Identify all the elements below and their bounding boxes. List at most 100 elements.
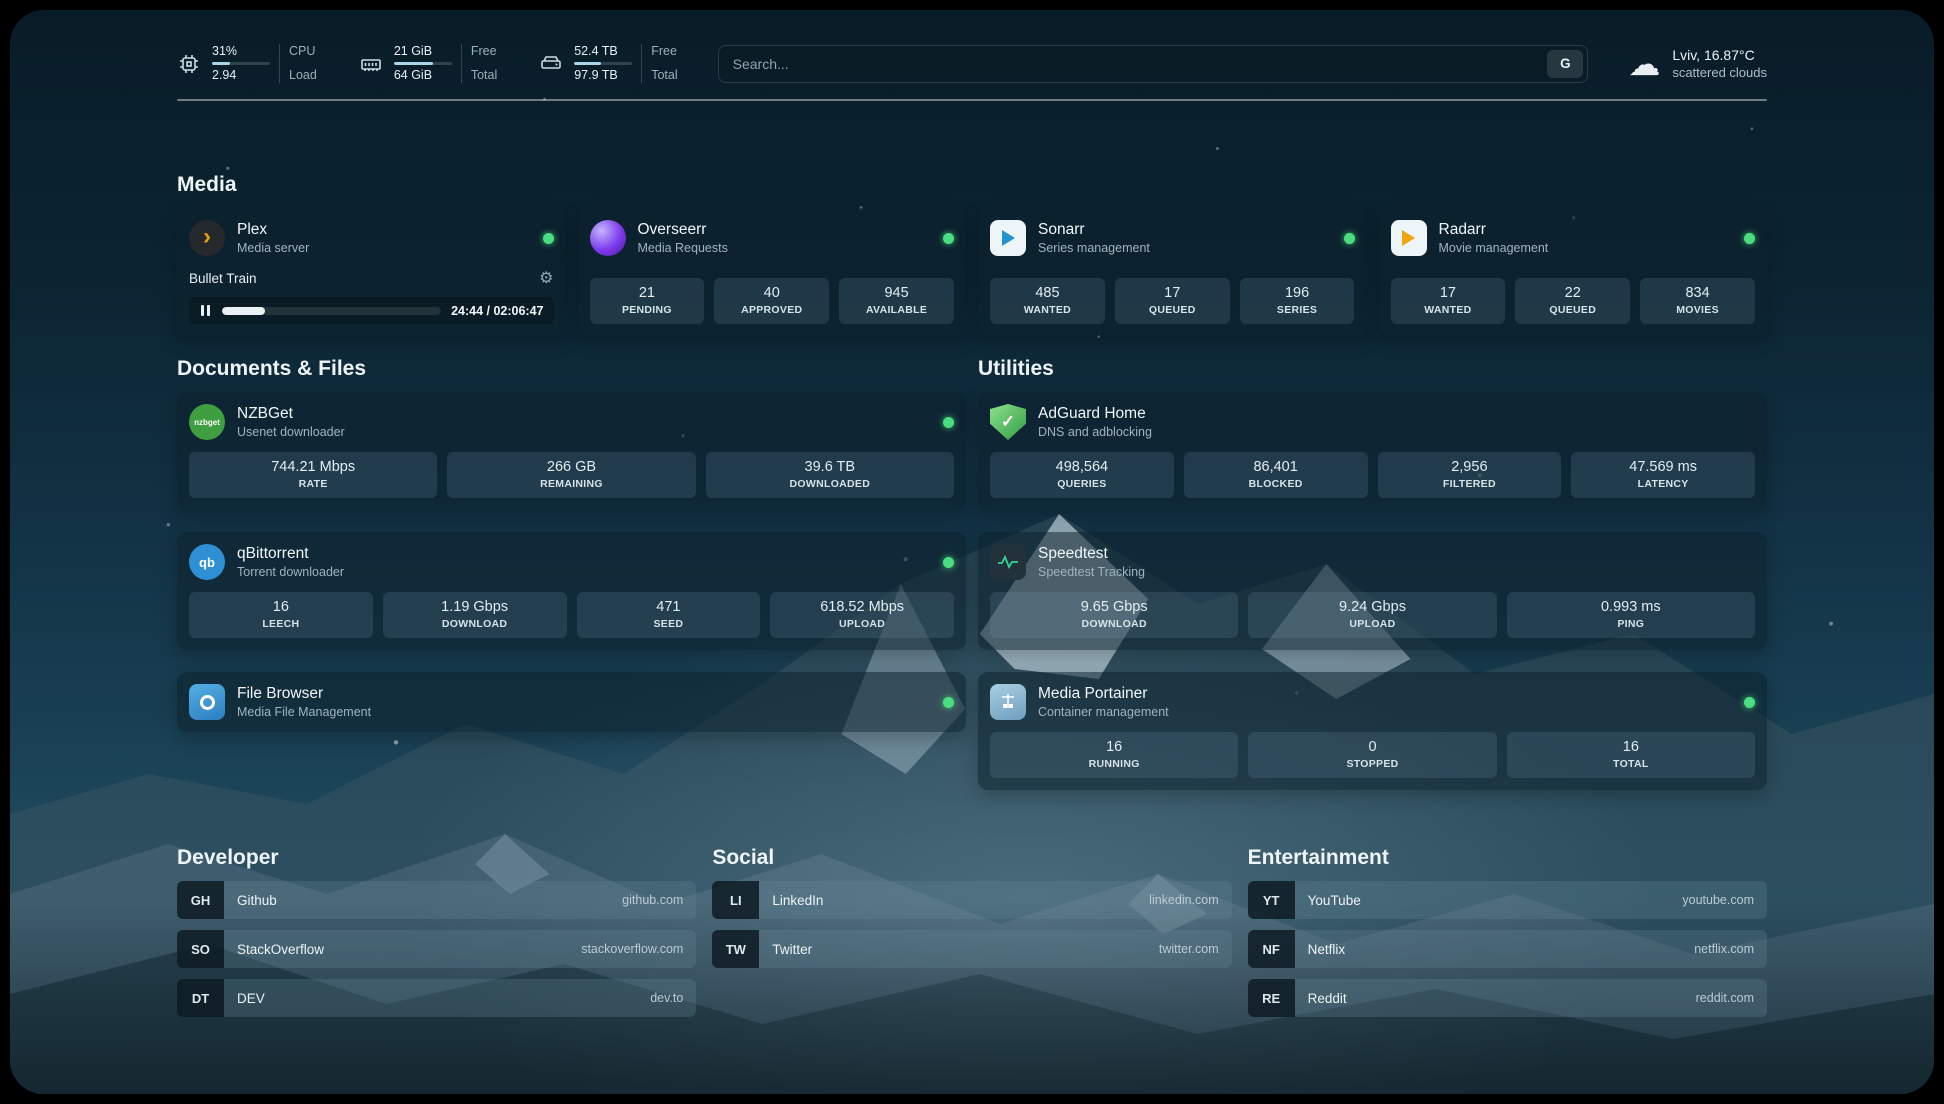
stat-value: 0	[1368, 739, 1377, 755]
bookmark-abbr: NF	[1247, 930, 1295, 968]
memory-free-label: Free	[470, 44, 497, 58]
service-name: AdGuard Home	[1038, 405, 1146, 422]
memory-icon	[359, 52, 383, 76]
topbar-divider	[177, 99, 1767, 101]
bookmark-name: StackOverflow	[237, 941, 325, 957]
disk-icon	[539, 52, 563, 76]
bookmark-netflix[interactable]: NF Netflix netflix.com	[1247, 930, 1767, 968]
stat-label: SERIES	[1276, 304, 1318, 316]
qbittorrent-icon: qb	[189, 544, 225, 580]
service-subtitle: Torrent downloader	[237, 565, 345, 579]
pause-button[interactable]	[199, 303, 212, 318]
disk-free-value: 52.4 TB	[574, 44, 618, 58]
stat-label: AVAILABLE	[865, 304, 928, 316]
service-subtitle: Container management	[1038, 705, 1169, 719]
section-documents: Documents & Files nzbget NZBGet Usenet d…	[177, 357, 966, 790]
status-dot	[943, 556, 954, 568]
service-card-speedtest[interactable]: Speedtest Speedtest Tracking 9.65 Gbps D…	[978, 532, 1767, 650]
stat: 485 WANTED	[990, 278, 1105, 324]
stat-value: 16	[1622, 739, 1639, 755]
service-name: Radarr	[1438, 221, 1486, 238]
stat-value: 618.52 Mbps	[820, 599, 905, 615]
service-card-overseerr[interactable]: Overseerr Media Requests 21 PENDING 40 A…	[577, 208, 966, 336]
service-card-sonarr[interactable]: Sonarr Series management 485 WANTED 17 Q…	[978, 208, 1367, 336]
stat-label: RUNNING	[1088, 758, 1140, 770]
stat-value: 945	[884, 285, 909, 301]
stat: 498,564 QUERIES	[990, 452, 1174, 498]
stat: 9.65 Gbps DOWNLOAD	[990, 592, 1239, 638]
cpu-widget: 31% 2.94 CPU Load	[177, 44, 317, 83]
weather-widget: Lviv, 16.87°C scattered clouds	[1628, 47, 1767, 80]
bookmark-linkedin[interactable]: LI LinkedIn linkedin.com	[712, 881, 1232, 919]
bookmark-stackoverflow[interactable]: SO StackOverflow stackoverflow.com	[177, 930, 697, 968]
bookmark-url: youtube.com	[1682, 893, 1754, 907]
weather-condition: scattered clouds	[1672, 65, 1767, 80]
memory-free-value: 21 GiB	[393, 44, 433, 58]
gear-icon[interactable]	[539, 268, 553, 288]
bookmark-reddit[interactable]: RE Reddit reddit.com	[1247, 979, 1767, 1017]
service-name: File Browser	[237, 685, 324, 702]
stat-label: QUEUED	[1148, 304, 1196, 316]
service-card-qbittorrent[interactable]: qb qBittorrent Torrent downloader 16 LEE…	[177, 532, 966, 650]
service-card-adguard[interactable]: AdGuard Home DNS and adblocking 498,564 …	[978, 392, 1767, 510]
service-subtitle: Media server	[237, 241, 310, 255]
service-card-filebrowser[interactable]: File Browser Media File Management	[177, 672, 966, 732]
bookmark-twitter[interactable]: TW Twitter twitter.com	[712, 930, 1232, 968]
bookmark-group-social: Social LI LinkedIn linkedin.com TW Twitt…	[712, 846, 1232, 1017]
stat: 0.993 ms PING	[1506, 592, 1755, 638]
service-name: Speedtest	[1038, 545, 1108, 562]
search-input[interactable]	[717, 44, 1589, 83]
stat-value: 22	[1564, 285, 1581, 301]
status-dot	[542, 232, 554, 244]
stat-value: 834	[1685, 285, 1710, 301]
stat-label: STOPPED	[1346, 758, 1399, 770]
cpu-progress-bar	[212, 62, 270, 65]
bookmark-github[interactable]: GH Github github.com	[177, 881, 697, 919]
filebrowser-icon	[189, 684, 225, 720]
service-card-nzbget[interactable]: nzbget NZBGet Usenet downloader 744.21 M…	[177, 392, 966, 510]
stat-value: 471	[656, 599, 681, 615]
stat: 22 QUEUED	[1515, 278, 1631, 324]
search-provider-button[interactable]: G	[1547, 49, 1584, 78]
disk-progress-bar	[574, 62, 633, 65]
overseerr-icon	[589, 220, 626, 256]
memory-total-label: Total	[470, 68, 498, 82]
stat-value: 266 GB	[546, 459, 597, 475]
stat-label: PING	[1617, 618, 1645, 630]
service-card-radarr[interactable]: Radarr Movie management 17 WANTED 22 QUE…	[1378, 208, 1767, 336]
cpu-load-label: Load	[289, 68, 317, 82]
stat-value: 0.993 ms	[1600, 599, 1661, 615]
stat-label: DOWNLOAD	[441, 618, 508, 630]
stat-label: DOWNLOADED	[789, 478, 871, 490]
disk-widget: 52.4 TB 97.9 TB Free Total	[539, 44, 678, 83]
playback-time: 24:44 / 02:06:47	[451, 303, 544, 318]
bookmark-youtube[interactable]: YT YouTube youtube.com	[1247, 881, 1767, 919]
service-card-portainer[interactable]: Media Portainer Container management 16 …	[978, 672, 1767, 790]
service-name: NZBGet	[237, 405, 293, 422]
stat-label: UPLOAD	[1349, 618, 1396, 630]
disk-free-label: Free	[651, 44, 677, 58]
bookmark-dev[interactable]: DT DEV dev.to	[177, 979, 697, 1017]
service-card-plex[interactable]: Plex Media server Bullet Train 24:44 / 0…	[177, 208, 566, 336]
now-playing-title: Bullet Train	[189, 270, 257, 286]
service-name: Media Portainer	[1038, 685, 1148, 702]
speedtest-icon	[990, 544, 1026, 580]
section-utilities: Utilities AdGuard Home DNS and adblockin…	[978, 357, 1767, 790]
stat-label: APPROVED	[741, 304, 803, 316]
stat-value: 86,401	[1253, 459, 1298, 475]
stat: 9.24 Gbps UPLOAD	[1248, 592, 1497, 638]
bookmark-abbr: LI	[712, 881, 760, 919]
stat: 47.569 ms LATENCY	[1571, 452, 1755, 498]
service-subtitle: Speedtest Tracking	[1038, 565, 1146, 579]
stat: 16 RUNNING	[990, 732, 1239, 778]
bookmark-abbr: TW	[712, 930, 760, 968]
stat: 618.52 Mbps UPLOAD	[770, 592, 954, 638]
playback-progress[interactable]	[222, 306, 442, 315]
bookmark-name: LinkedIn	[772, 892, 824, 908]
status-dot	[1744, 696, 1755, 708]
stat: 39.6 TB DOWNLOADED	[705, 452, 954, 498]
bookmark-name: Github	[237, 892, 277, 908]
bookmark-url: reddit.com	[1695, 991, 1754, 1005]
stat-value: 16	[1106, 739, 1123, 755]
status-dot	[1744, 232, 1755, 244]
